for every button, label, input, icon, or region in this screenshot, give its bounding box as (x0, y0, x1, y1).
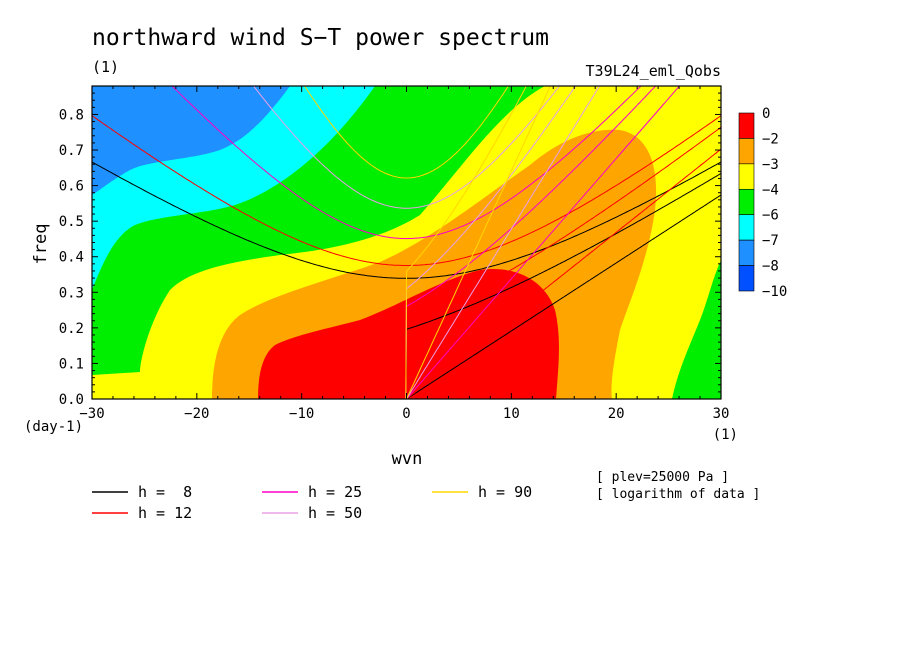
colorbar: 0 −2 −3 −4 −6 −7 −8 −10 (738, 106, 787, 300)
band-level-minus6-to-minus4-east (672, 260, 721, 399)
y-tick-label: 0.4 (59, 250, 84, 266)
colorbar-swatch (738, 112, 755, 139)
ig1-curve (304, 86, 509, 179)
axes: −30 −20 −10 0 10 20 30 0.0 0.1 0.2 0.3 0.4 0.5 0.6 0.7… (59, 86, 730, 422)
colorbar-swatch (738, 214, 755, 241)
chart-title: northward wind S−T power spectrum (92, 25, 549, 51)
colorbar-label: −8 (762, 259, 779, 275)
y-tick-label: 0.1 (59, 356, 84, 372)
mrg-east-curve (406, 86, 528, 272)
x-tick-label: 0 (402, 406, 410, 422)
y-tick-label: 0.8 (59, 107, 84, 123)
note-plev: [ plev=25000 Pa ] (596, 470, 729, 485)
legend-label: h = 90 (478, 483, 532, 501)
legend-label: h = 50 (308, 504, 362, 522)
mrg-east-curve (406, 86, 577, 290)
chart-subtitle-left: (1) (92, 58, 119, 76)
colorbar-label: −3 (762, 157, 779, 173)
colorbar-label: 0 (762, 106, 770, 122)
colorbar-label: −6 (762, 208, 779, 224)
kelvin-curve (406, 148, 721, 399)
x-unit-label: (1) (713, 427, 738, 443)
colorbar-swatch (738, 188, 755, 216)
colorbar-swatch (738, 239, 755, 266)
legend-label: h = 12 (138, 504, 192, 522)
colorbar-label: −4 (762, 182, 779, 198)
x-tick-label: −10 (289, 406, 314, 422)
x-tick-label: −20 (184, 406, 209, 422)
contour-fill (92, 86, 721, 399)
mrg-east-curve (406, 173, 721, 330)
chart-subtitle-right: T39L24_eml_Qobs (586, 62, 721, 80)
y-tick-label: 0.2 (59, 321, 84, 337)
x-tick-label: 30 (713, 406, 730, 422)
ig1-curve (92, 115, 721, 266)
band-level-minus8-to-minus7 (92, 86, 290, 195)
x-tick-label: −30 (79, 406, 104, 422)
y-tick-label: 0.6 (59, 179, 84, 195)
colorbar-swatch (738, 265, 755, 292)
ig1-curve (252, 86, 561, 209)
legend-label: h = 25 (308, 483, 362, 501)
colorbar-swatch (738, 163, 755, 190)
legend: h = 8 h = 12 h = 25 h = 50 h = 90 (92, 483, 532, 522)
dispersion-curves (92, 86, 721, 399)
y-axis-label: freq (31, 224, 51, 265)
x-axis-label: wvn (392, 449, 423, 469)
x-tick-label: 10 (503, 406, 520, 422)
kelvin-curve (406, 194, 721, 399)
colorbar-label: −2 (762, 131, 779, 147)
colorbar-label: −7 (762, 233, 779, 249)
mrg-east-curve (406, 86, 657, 307)
y-tick-label: 0.7 (59, 143, 84, 159)
y-tick-label: 0.0 (59, 392, 84, 408)
legend-label: h = 8 (138, 483, 192, 501)
mrg-east-curve (406, 126, 721, 323)
colorbar-swatch (738, 138, 755, 165)
band-level-minus2-to-0 (258, 269, 559, 399)
kelvin-curve (406, 86, 601, 399)
y-unit-label: (day-1) (24, 419, 83, 435)
y-tick-label: 0.5 (59, 214, 84, 230)
ig1-curve (171, 86, 642, 240)
kelvin-curve (406, 86, 551, 399)
y-tick-label: 0.3 (59, 285, 84, 301)
x-tick-label: 20 (608, 406, 625, 422)
kelvin-curve (406, 86, 681, 399)
colorbar-label: −10 (762, 284, 787, 300)
note-logarithm: [ logarithm of data ] (596, 487, 760, 502)
